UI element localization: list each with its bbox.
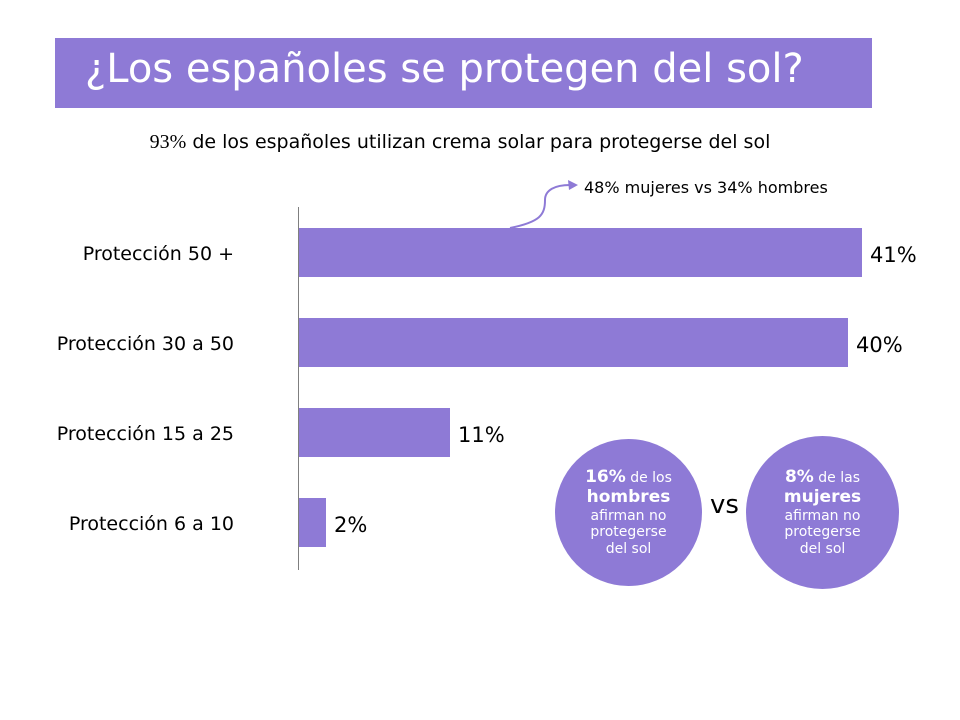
women-line2: mujeres — [783, 487, 862, 508]
bar-4 — [299, 498, 326, 547]
subtitle-percent: 93% — [149, 131, 187, 153]
value-label-1: 41% — [870, 243, 917, 267]
category-label-2: Protección 30 a 50 — [57, 333, 234, 355]
category-label-4: Protección 6 a 10 — [69, 513, 234, 535]
men-line1: de los — [625, 469, 672, 486]
title-banner: ¿Los españoles se protegen del sol? — [55, 38, 872, 108]
women-line5: del sol — [799, 541, 846, 558]
value-label-3: 11% — [458, 423, 505, 447]
callout-arrow-head — [568, 180, 578, 190]
value-label-2: 40% — [856, 333, 903, 357]
men-stat-circle: 16% de los hombres afirman no protegerse… — [555, 439, 702, 586]
bar-3 — [299, 408, 450, 457]
men-line4: protegerse — [590, 524, 667, 541]
callout-arrow — [509, 184, 571, 229]
bar-2 — [299, 318, 848, 367]
value-label-4: 2% — [334, 513, 367, 537]
women-stat-circle: 8% de las mujeres afirman no protegerse … — [746, 436, 899, 589]
women-percent: 8% — [784, 466, 814, 487]
men-line2: hombres — [586, 487, 671, 508]
women-line3: afirman no — [784, 507, 861, 524]
men-line3: afirman no — [590, 507, 667, 524]
subtitle: 93% de los españoles utilizan crema sola… — [0, 131, 920, 154]
women-line1: de las — [813, 469, 861, 486]
callout-text: 48% mujeres vs 34% hombres — [584, 178, 828, 197]
bar-1 — [299, 228, 862, 277]
women-line4: protegerse — [784, 524, 861, 541]
page-title: ¿Los españoles se protegen del sol? — [85, 46, 804, 92]
category-label-1: Protección 50 + — [83, 243, 234, 265]
subtitle-text: de los españoles utilizan crema solar pa… — [186, 131, 771, 153]
vs-label: vs — [710, 490, 739, 520]
category-label-3: Protección 15 a 25 — [57, 423, 234, 445]
men-line5: del sol — [605, 541, 652, 558]
men-percent: 16% — [585, 466, 626, 487]
bars-group: Protección 50 + 41% Protección 30 a 50 40% P… — [57, 228, 917, 547]
